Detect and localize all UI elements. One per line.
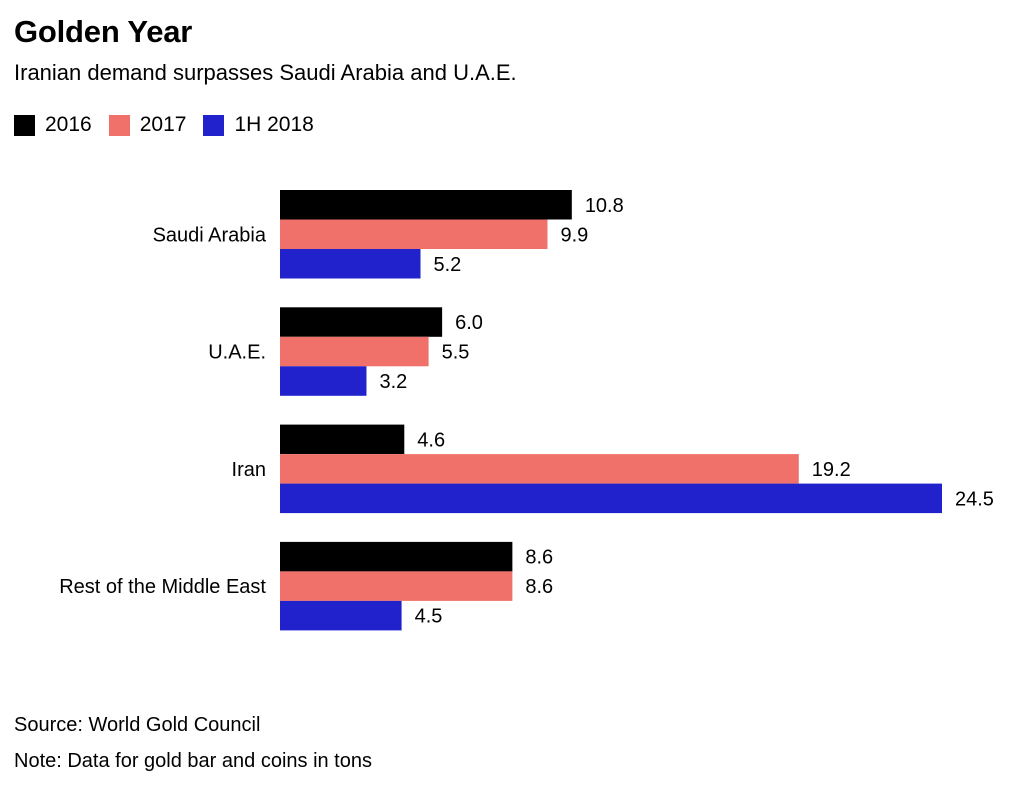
bar-saudi-arabia-2017 <box>280 219 548 249</box>
bar-rest-of-the-middle-east-1h-2018 <box>280 600 402 631</box>
value-label-saudi-arabia-2016: 10.8 <box>585 195 624 217</box>
value-label-saudi-arabia-1h-2018: 5.2 <box>434 254 462 276</box>
legend-swatch-1h-2018 <box>203 114 225 136</box>
bar-iran-2017 <box>280 454 799 484</box>
legend-label-2016: 2016 <box>45 113 92 136</box>
bar-saudi-arabia-2016 <box>280 190 572 220</box>
legend-label-1h-2018: 1H 2018 <box>234 113 314 136</box>
bar-saudi-arabia-1h-2018 <box>280 249 421 279</box>
legend-item-2017: 2017 <box>108 113 187 137</box>
legend-swatch-2016 <box>14 114 35 136</box>
value-label-rest-of-the-middle-east-1h-2018: 4.5 <box>415 606 443 628</box>
legend: 2016 2017 1H 2018 <box>14 113 331 137</box>
value-label-u-a-e-2017: 5.5 <box>442 342 470 364</box>
value-label-iran-1h-2018: 24.5 <box>955 488 994 510</box>
value-label-rest-of-the-middle-east-2016: 8.6 <box>525 547 553 569</box>
legend-item-1h-2018: 1H 2018 <box>203 113 314 137</box>
value-label-iran-2016: 4.6 <box>417 429 445 451</box>
category-label-saudi-arabia: Saudi Arabia <box>153 224 267 246</box>
bar-rest-of-the-middle-east-2017 <box>280 571 513 601</box>
category-label-rest-of-the-middle-east: Rest of the Middle East <box>59 576 266 598</box>
chart-title: Golden Year <box>14 14 193 49</box>
bar-u-a-e-2016 <box>280 307 443 337</box>
value-label-iran-2017: 19.2 <box>812 459 851 481</box>
bar-rest-of-the-middle-east-2016 <box>280 541 513 572</box>
chart-subtitle: Iranian demand surpasses Saudi Arabia an… <box>14 60 517 85</box>
footnote: Note: Data for gold bar and coins in ton… <box>14 750 372 772</box>
bar-u-a-e-1h-2018 <box>280 366 367 396</box>
value-label-u-a-e-2016: 6.0 <box>455 312 483 334</box>
bar-iran-1h-2018 <box>280 483 942 514</box>
legend-item-2016: 2016 <box>14 113 92 137</box>
value-label-saudi-arabia-2017: 9.9 <box>561 224 589 246</box>
bar-iran-2016 <box>280 424 405 455</box>
legend-label-2017: 2017 <box>139 113 187 136</box>
bar-u-a-e-2017 <box>280 336 429 367</box>
value-label-u-a-e-1h-2018: 3.2 <box>379 371 407 393</box>
legend-swatch-2017 <box>108 114 130 136</box>
source-note: Source: World Gold Council <box>14 714 261 736</box>
category-label-u-a-e: U.A.E. <box>208 342 266 364</box>
value-label-rest-of-the-middle-east-2017: 8.6 <box>525 576 553 598</box>
category-label-iran: Iran <box>232 459 266 481</box>
